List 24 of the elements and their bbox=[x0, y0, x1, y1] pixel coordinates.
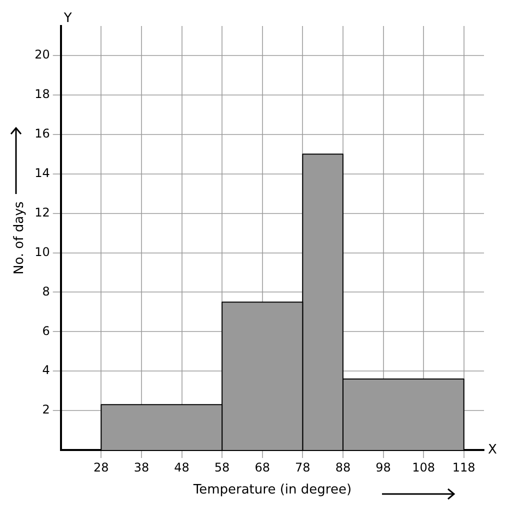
x-tick-label: 58 bbox=[214, 460, 230, 474]
x-tick-label: 68 bbox=[254, 460, 270, 474]
y-axis-title: No. of days bbox=[12, 201, 28, 275]
y-tick-label: 14 bbox=[34, 166, 50, 180]
y-tick-label: 12 bbox=[34, 205, 50, 220]
x-tick-label: 38 bbox=[134, 460, 150, 474]
y-tick-label: 18 bbox=[34, 87, 50, 102]
y-tick-label: 16 bbox=[34, 126, 50, 141]
y-tick-label: 6 bbox=[42, 324, 50, 338]
x-tick-label: 108 bbox=[412, 460, 436, 474]
x-tick-label: 48 bbox=[174, 460, 190, 474]
x-tick-label: 28 bbox=[94, 460, 109, 474]
y-tick-label: 4 bbox=[42, 363, 50, 378]
text: Y bbox=[62, 10, 72, 26]
x-tick-label: 88 bbox=[335, 460, 351, 474]
x-axis-title: Temperature (in degree) bbox=[192, 482, 352, 498]
x-tick-label: 118 bbox=[452, 460, 476, 474]
x-tick-label: 98 bbox=[376, 460, 391, 474]
y-tick-label: 8 bbox=[42, 284, 50, 298]
text: X bbox=[488, 442, 497, 458]
y-tick-label: 2 bbox=[42, 402, 50, 417]
y-tick-label: 10 bbox=[34, 244, 50, 259]
y-tick-label: 20 bbox=[34, 48, 50, 62]
x-tick-label: 78 bbox=[295, 460, 310, 474]
